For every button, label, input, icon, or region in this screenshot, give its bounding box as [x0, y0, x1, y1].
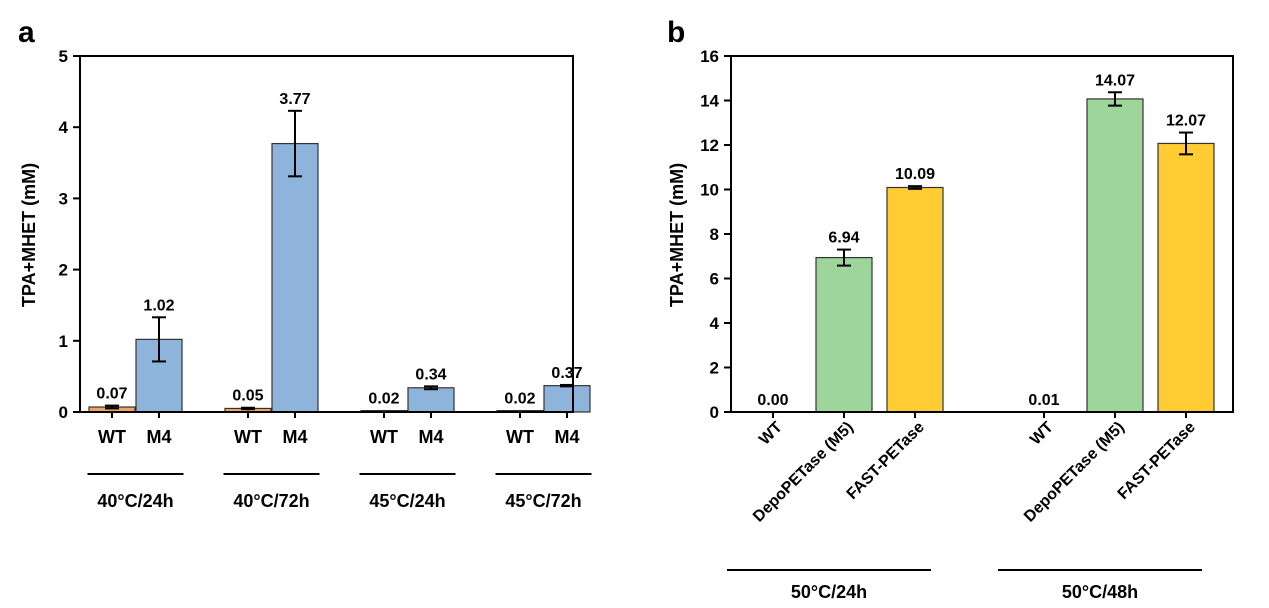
panel-a-y-tick-label: 3: [59, 189, 68, 208]
panel-a-category-label: WT: [98, 427, 126, 447]
panel-a-category-label: M4: [554, 427, 579, 447]
panel-b-group-label: 50°C/48h: [1062, 582, 1138, 602]
panel-b-y-tick-label: 12: [700, 136, 719, 155]
panel-a-category-label: WT: [506, 427, 534, 447]
panel-b-y-tick-label: 8: [710, 225, 719, 244]
panel-a-group-label: 45°C/72h: [505, 491, 581, 511]
panel-b-data-label: 0.01: [1028, 392, 1059, 409]
panel-b-data-label: 12.07: [1166, 113, 1206, 130]
panel-b-bar: [1086, 98, 1144, 413]
panel-a-y-tick-label: 2: [59, 261, 68, 280]
panel-b-y-tick-label: 10: [700, 181, 719, 200]
panel-b-category-label: WT: [1027, 419, 1057, 449]
panel-a-category-label: WT: [234, 427, 262, 447]
panel-a-y-tick-label: 1: [59, 332, 68, 351]
panel-a-group-label: 40°C/72h: [233, 491, 309, 511]
panel-b-y-tick-label: 0: [710, 403, 719, 422]
panel-b-y-tick-label: 16: [700, 47, 719, 66]
panel-b-category-label: FAST-PETase: [844, 419, 928, 503]
panel-a-group-label: 45°C/24h: [369, 491, 445, 511]
panel-a-group-label: 40°C/24h: [97, 491, 173, 511]
panel-b-bar: [1157, 142, 1215, 413]
panel-b-y-tick-label: 2: [710, 359, 719, 378]
panel-b: b TPA+MHET (mM) 02468101214160.00WT6.94D…: [667, 16, 1234, 602]
panel-b-bar: [886, 186, 944, 413]
panel-b-group-label: 50°C/24h: [791, 582, 867, 602]
panel-a-y-tick-label: 0: [59, 403, 68, 422]
panel-b-letter: b: [667, 16, 685, 49]
panel-a-letter: a: [18, 16, 35, 49]
panel-a-data-label: 0.02: [504, 391, 535, 408]
panel-a: a TPA+MHET (mM) 0 1 2 3 4 5 0.07 WT 1.02 M4 40°C/2…: [18, 16, 592, 511]
panel-a-data-label: 0.07: [96, 386, 127, 403]
panel-a-bar: [271, 142, 319, 413]
panel-b-y-tick-label: 4: [710, 314, 720, 333]
panel-a-category-label: M4: [418, 427, 443, 447]
panel-b-data-label: 0.00: [757, 392, 788, 409]
panel-a-data-label: 0.05: [232, 388, 263, 405]
panel-a-data-label: 0.37: [551, 365, 582, 382]
panel-a-category-label: WT: [370, 427, 398, 447]
panel-a-data-label: 0.34: [415, 366, 446, 383]
panel-b-category-label: FAST-PETase: [1115, 419, 1199, 503]
panel-a-bar: [407, 387, 455, 413]
panel-a-data-label: 0.02: [368, 391, 399, 408]
panel-b-data-label: 10.09: [895, 166, 935, 183]
panel-b-category-label: WT: [756, 419, 786, 449]
panel-b-y-tick-label: 6: [710, 270, 719, 289]
panel-a-category-label: M4: [146, 427, 171, 447]
panel-b-y-axis-label: TPA+MHET (mM): [667, 163, 687, 307]
panel-b-data-label: 6.94: [828, 230, 859, 247]
panel-a-data-label: 1.02: [143, 297, 174, 314]
panel-a-y-axis-label: TPA+MHET (mM): [19, 163, 39, 307]
panel-b-plot-frame: [730, 55, 1234, 413]
panel-b-y-tick-label: 14: [700, 92, 719, 111]
panel-a-plot-frame: [79, 55, 574, 413]
panel-a-bar: [543, 385, 591, 413]
panel-a-category-label: M4: [282, 427, 307, 447]
panel-a-y-tick-label: 4: [59, 118, 69, 137]
panel-b-bar: [815, 256, 873, 413]
panel-a-y-tick-label: 5: [59, 47, 68, 66]
panel-b-data-label: 14.07: [1095, 72, 1135, 89]
panel-a-data-label: 3.77: [279, 91, 310, 108]
